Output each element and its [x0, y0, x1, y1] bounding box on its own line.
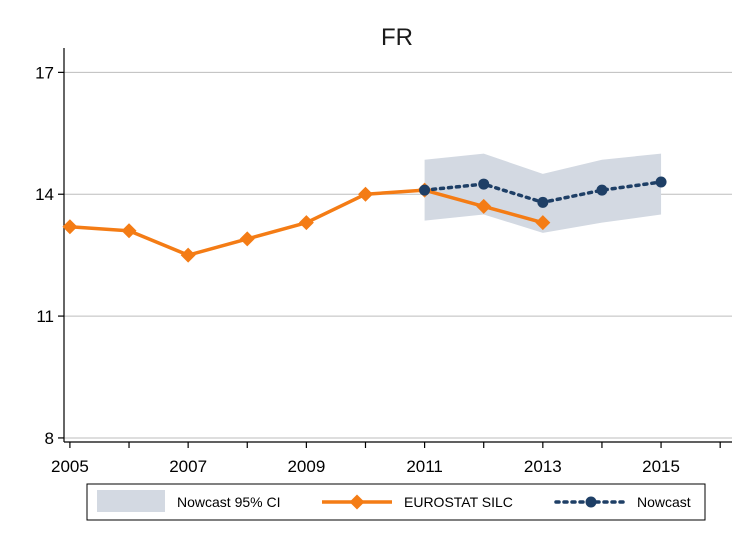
x-tick-label-2015: 2015	[642, 457, 680, 476]
y-tick-label-17: 17	[35, 63, 54, 82]
legend-box	[86, 483, 706, 521]
eurostat-point-2008	[239, 231, 255, 247]
eurostat-point-2005	[62, 219, 78, 235]
y-tick-label-14: 14	[35, 185, 54, 204]
nowcast-point-2015	[655, 176, 667, 188]
eurostat-point-2010	[357, 186, 373, 202]
x-tick-label-2007: 2007	[169, 457, 207, 476]
y-tick-label-11: 11	[36, 307, 54, 326]
grid-lines	[64, 71, 732, 439]
legend-swatch-eurostat-marker	[349, 494, 365, 510]
nowcast-point-2011	[419, 184, 431, 196]
y-tick-label-8: 8	[45, 429, 54, 448]
legend-label-ci: Nowcast 95% CI	[177, 494, 280, 510]
legend-swatch-nowcast-marker	[585, 496, 597, 508]
eurostat-point-2009	[298, 215, 314, 231]
eurostat-point-2012	[476, 198, 492, 214]
legend: Nowcast 95% CI EUROSTAT SILC Nowcast	[86, 483, 706, 521]
eurostat-point-2007	[180, 247, 196, 263]
legend-swatch-ci	[97, 490, 165, 512]
x-tick-label-2013: 2013	[524, 457, 562, 476]
eurostat-point-2006	[121, 223, 137, 239]
nowcast-point-2014	[596, 184, 608, 196]
nowcast-point-2012	[478, 178, 490, 190]
x-tick-label-2005: 2005	[51, 457, 89, 476]
eurostat-point-2013	[535, 215, 551, 231]
legend-label-nowcast: Nowcast	[637, 494, 691, 510]
x-tick-label-2011: 2011	[406, 457, 443, 476]
x-tick-label-2009: 2009	[287, 457, 325, 476]
legend-label-eurostat: EUROSTAT SILC	[404, 494, 513, 510]
nowcast-point-2013	[537, 196, 549, 208]
chart-title: FR	[381, 24, 413, 51]
axes: 8 11 14 17 2005 2007 2009 2011 2013 2015	[35, 48, 732, 476]
series-layer	[62, 176, 667, 263]
